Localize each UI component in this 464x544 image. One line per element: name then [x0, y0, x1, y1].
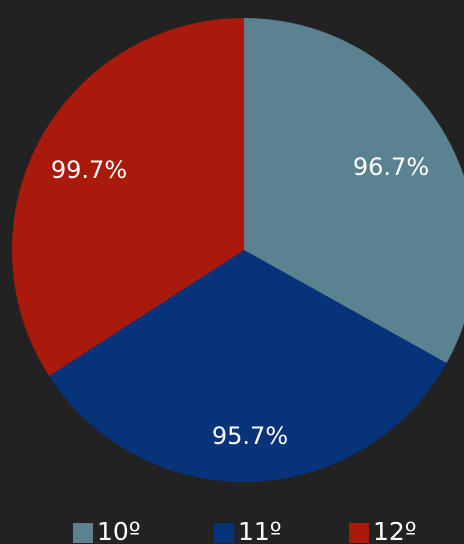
pie-slice-2 — [49, 250, 447, 483]
pie-slice-3 — [11, 18, 244, 376]
pie-slices — [11, 18, 464, 483]
legend-label-1: 10º — [97, 517, 141, 544]
data-label-2: 95.7% — [212, 422, 288, 450]
pie-slice-1 — [244, 18, 464, 364]
chart-legend: 10º 11º 12º — [73, 517, 417, 544]
legend-label-2: 11º — [238, 517, 282, 544]
legend-item-2: 11º — [214, 517, 282, 544]
legend-item-3: 12º — [349, 517, 417, 544]
data-label-3: 99.7% — [51, 156, 127, 184]
pie-data-labels: 96.7% 95.7% 99.7% — [51, 153, 429, 450]
legend-label-3: 12º — [373, 517, 417, 544]
legend-item-1: 10º — [73, 517, 141, 544]
data-label-1: 96.7% — [353, 153, 429, 181]
legend-swatch-3 — [349, 523, 369, 543]
legend-swatch-2 — [214, 523, 234, 543]
legend-swatch-1 — [73, 523, 93, 543]
